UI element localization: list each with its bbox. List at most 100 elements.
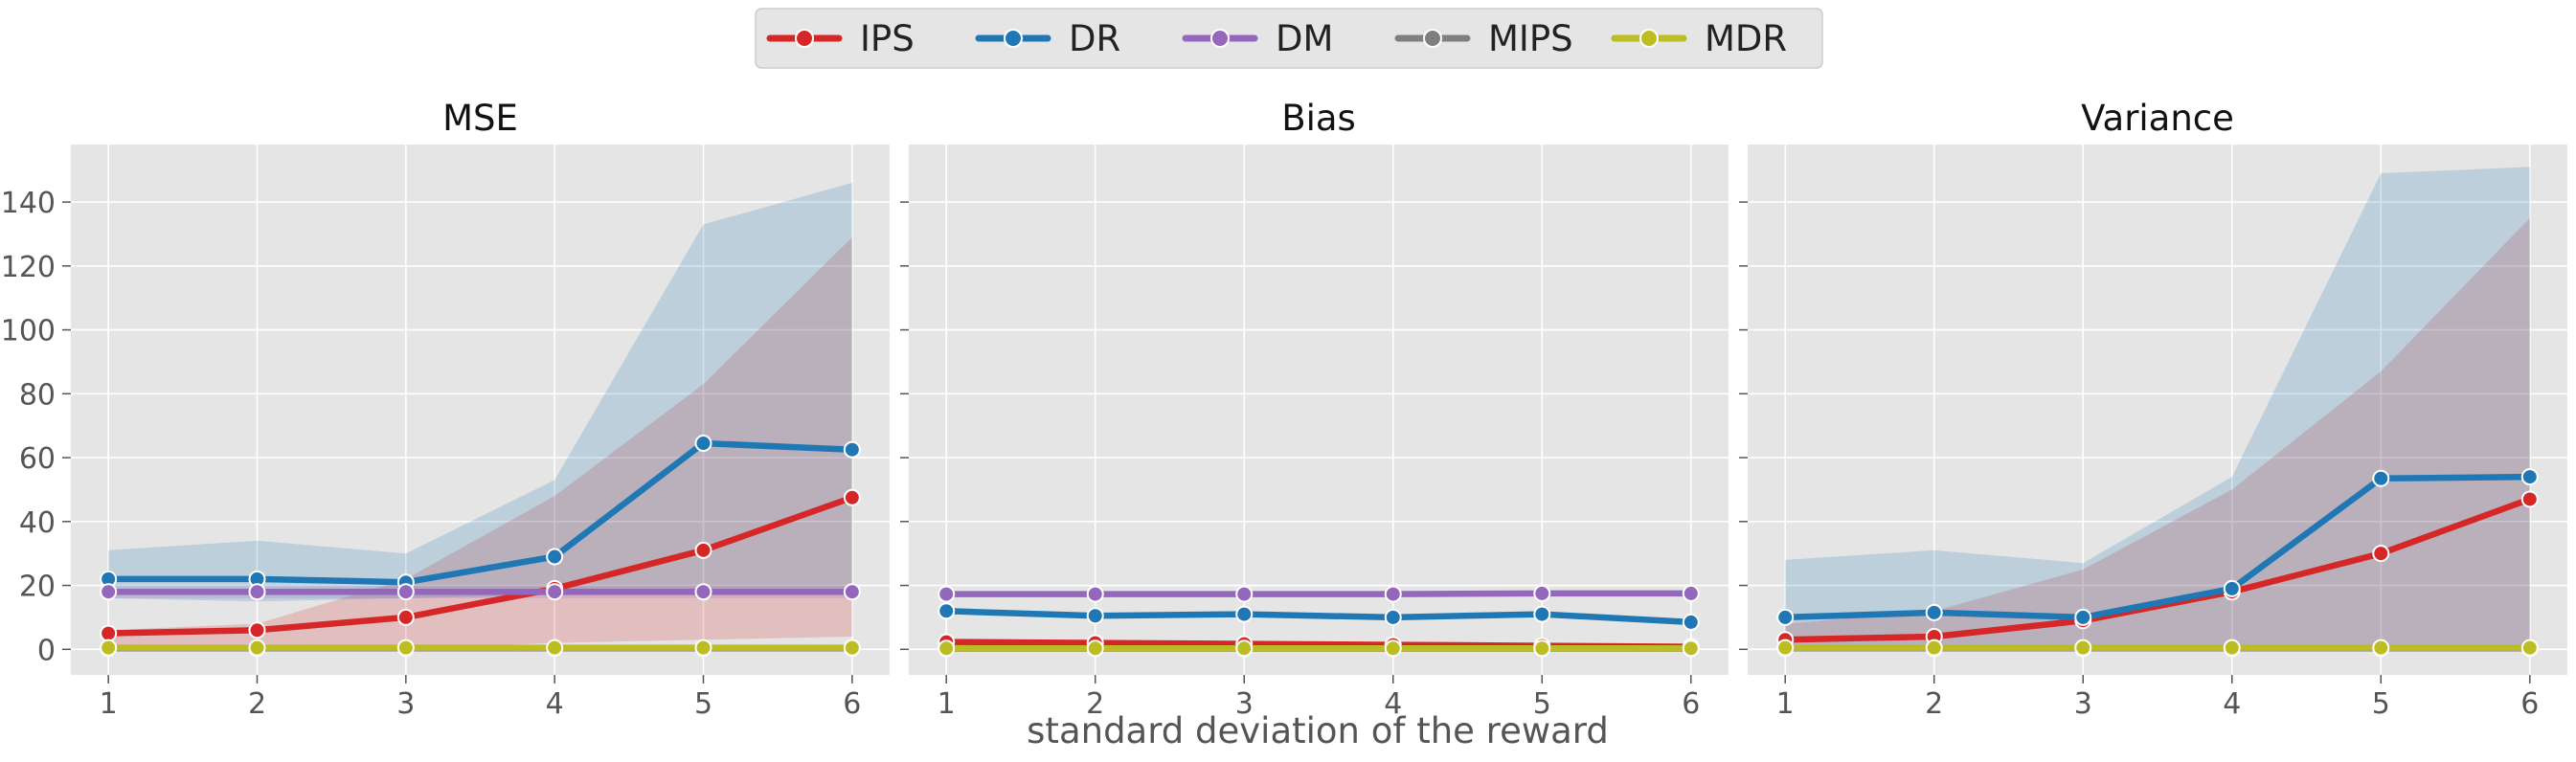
panel-title: Bias [1281,98,1356,139]
y-axis [1739,201,1748,651]
point-mdr [546,639,564,657]
point-mdr [2372,639,2390,657]
series-line-dr [1781,473,2534,621]
x-tick-label: 2 [248,687,266,721]
legend-label-dr: DR [1069,18,1120,59]
point-mdr [843,639,861,657]
point-dm [1235,585,1254,603]
point-dm [1086,585,1104,603]
legend-marker-ips [795,29,814,48]
point-mdr [2074,639,2092,657]
x-tick-label: 4 [2223,687,2241,721]
x-tick-label: 2 [1086,687,1104,721]
point-dr [1235,605,1254,623]
point-ips [100,624,118,642]
legend-item-mdr: MDR [1611,18,1787,59]
panel-variance: Variance 1 2 3 4 5 6 [1739,98,2567,721]
series-dm [938,584,1700,603]
legend-item-dm: DM [1182,18,1333,59]
y-tick-label: 40 [19,506,56,540]
x-tick-label: 4 [1384,687,1402,721]
legend: IPS DR DM MIPS MDR [755,8,1823,69]
x-tick-label: 3 [2074,687,2092,721]
plot-area [909,145,1729,675]
point-dr [2520,468,2539,486]
point-ips [2372,545,2390,563]
point-ips [694,541,712,559]
y-tick-label: 80 [19,378,56,412]
legend-marker-mdr [1639,29,1659,48]
x-tick-label: 1 [100,687,118,721]
panel-title: MSE [442,98,518,139]
point-dr [1086,607,1104,625]
point-dr [938,602,956,620]
point-mdr [1776,639,1795,657]
x-tick-label: 5 [2372,687,2390,721]
y-tick-label: 140 [1,187,56,220]
point-dr [546,548,564,566]
series-dm [100,583,861,601]
point-ips [248,621,266,639]
x-tick-label: 3 [396,687,415,721]
legend-label-dm: DM [1276,18,1333,59]
x-tick-label: 1 [938,687,956,721]
series-dr [100,435,861,592]
x-tick-label: 4 [546,687,564,721]
panel-mse: MSE 0 20 40 60 80 100 120 140 1 2 3 4 5 6 [1,98,890,721]
x-tick-label: 6 [2520,687,2539,721]
x-tick-label: 5 [694,687,712,721]
legend-frame [755,8,1823,69]
legend-label-mdr: MDR [1705,18,1787,59]
point-dr [1776,608,1795,626]
point-mdr [2223,639,2241,657]
series-mdr [1776,639,2539,657]
plot-area [71,145,890,675]
point-mdr [1384,639,1402,658]
point-mdr [1682,639,1700,658]
point-dr [1384,608,1402,626]
x-tick-label: 6 [1682,687,1700,721]
point-ips [2520,490,2539,508]
point-mdr [1925,639,1943,657]
point-dr [1682,613,1700,631]
point-dr [2074,608,2092,626]
x-axis: 1 2 3 4 5 6 [938,675,1700,721]
band-dr [1785,167,2530,650]
point-mdr [1235,639,1254,658]
point-ips [843,488,861,506]
point-mdr [248,639,266,657]
plot-area [1748,145,2567,675]
x-tick-label: 6 [843,687,861,721]
y-axis [900,201,909,651]
y-tick-label: 0 [37,634,56,667]
x-tick-label: 2 [1925,687,1943,721]
y-tick-label: 60 [19,442,56,476]
band-ips [108,236,852,650]
series-dr [938,602,1700,631]
band-dr [108,183,852,602]
point-mdr [100,639,118,657]
band-ips [1785,217,2530,650]
series-line-dr [104,439,856,586]
point-dm [1682,584,1700,602]
legend-label-mips: MIPS [1488,18,1573,59]
series-mdr [100,639,861,657]
point-dm [843,583,861,601]
point-dr [2372,469,2390,487]
series-mdr [938,639,1700,658]
x-tick-label: 3 [1235,687,1254,721]
panel-title: Variance [2081,98,2234,139]
confidence-bands [1785,167,2530,650]
x-tick-label: 1 [1776,687,1795,721]
x-axis: 1 2 3 4 5 6 [100,675,861,721]
series-line-ips [1781,496,2534,643]
point-mdr [2520,639,2539,657]
x-axis-label: standard deviation of the reward [1027,710,1609,751]
point-ips [396,608,415,626]
panel-bias: Bias 1 2 3 4 5 6 [900,98,1729,721]
y-tick-label: 120 [1,251,56,284]
legend-marker-mips [1423,29,1442,48]
point-mdr [396,639,415,657]
